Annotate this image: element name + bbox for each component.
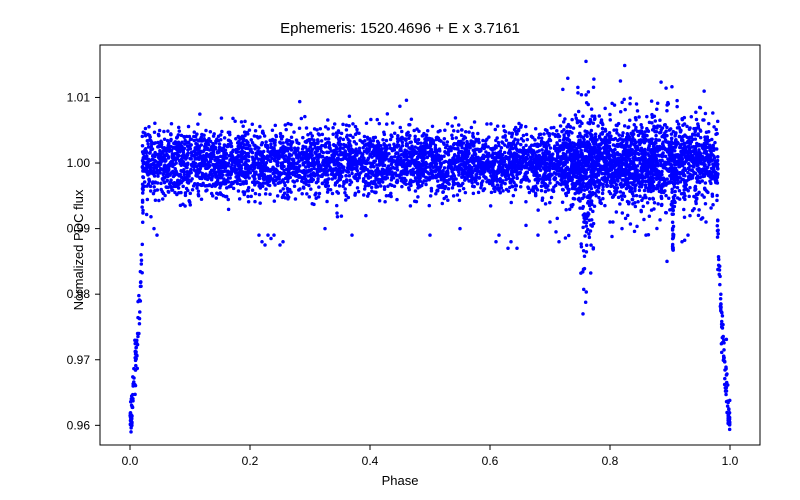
x-tick-label: 1.0 bbox=[722, 454, 739, 468]
y-tick-label: 1.00 bbox=[67, 156, 91, 170]
x-tick-label: 0.6 bbox=[482, 454, 499, 468]
x-tick-label: 0.2 bbox=[242, 454, 259, 468]
x-tick-label: 0.4 bbox=[362, 454, 379, 468]
x-axis-label: Phase bbox=[0, 473, 800, 488]
y-axis-label: Normalized PDC flux bbox=[71, 190, 86, 311]
y-tick-label: 1.01 bbox=[67, 90, 91, 104]
x-tick-label: 0.0 bbox=[122, 454, 139, 468]
x-tick-label: 0.8 bbox=[602, 454, 619, 468]
plot-area bbox=[100, 45, 760, 445]
y-tick-label: 0.97 bbox=[67, 353, 91, 367]
scatter-plot: 0.00.20.40.60.81.00.960.970.980.991.001.… bbox=[0, 0, 800, 500]
chart-title: Ephemeris: 1520.4696 + E x 3.7161 bbox=[0, 20, 800, 37]
y-tick-label: 0.96 bbox=[67, 418, 91, 432]
